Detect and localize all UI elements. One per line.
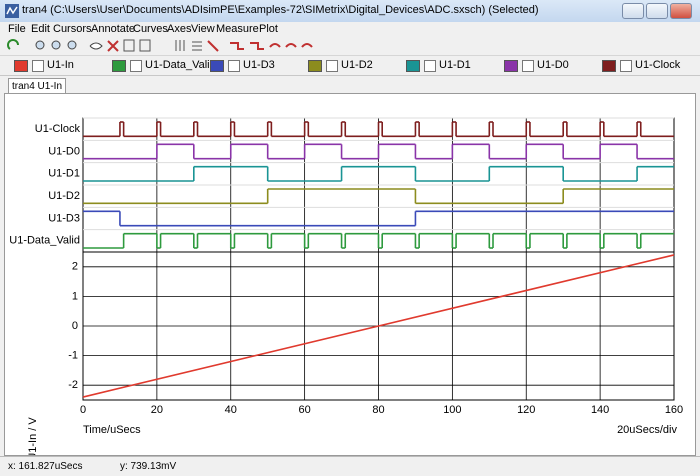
cursor-y: y: 739.13mV [120,461,177,472]
minimize-button[interactable] [622,3,644,19]
curve-legend: U1-In U1-Data_Valid U1-D3 U1-D2 U1-D1 U1-D0 U1… [0,55,700,76]
y-tick-label: 2 [72,261,78,273]
tool-icon[interactable] [89,42,103,50]
tool-icon[interactable] [175,40,185,51]
menu-item[interactable]: Cursors [53,23,92,35]
lane-label: U1-D1 [48,168,80,180]
menu-item[interactable]: Axes [167,23,192,35]
legend-swatch [308,60,322,72]
x-tick-label: 20 [151,404,163,416]
toolbar [0,39,700,56]
x-tick-label: 160 [665,404,683,416]
menu-item[interactable]: Measure [216,23,259,35]
legend-label: U1-Data_Valid [145,59,216,71]
legend-checkbox[interactable] [522,60,534,72]
legend-label: U1-D3 [243,59,275,71]
tool-icon[interactable] [250,42,264,50]
legend-checkbox[interactable] [620,60,632,72]
lane-label: U1-D0 [48,145,80,157]
tool-icon[interactable] [192,41,202,51]
plot-panel: U1-In / V Time/uSecs 20uSecs/div 0 20 40 60… [4,93,696,461]
tool-icon[interactable] [107,40,119,52]
x-tick-label: 120 [517,404,535,416]
tool-icon[interactable] [123,39,135,52]
y-tick-label: 0 [72,320,78,332]
tool-icon[interactable] [7,39,19,50]
graph-tab[interactable]: tran4 U1-In [8,78,66,94]
x-tick-label: 140 [591,404,609,416]
tool-icon[interactable] [207,40,219,52]
lane-label: U1-Data_Valid [9,235,80,247]
y-tick-label: 1 [72,290,78,302]
menu-bar: File Edit Cursors Annotate Curves Axes V… [0,22,700,37]
legend-label: U1-Clock [635,59,681,71]
x-tick-label: 100 [443,404,461,416]
menu-item[interactable]: File [8,23,26,35]
x-tick-label: 0 [80,404,86,416]
tool-icon[interactable] [285,43,297,48]
legend-swatch [602,60,616,72]
lane-label: U1-D2 [48,190,80,202]
y-tick-label: -1 [68,350,78,362]
legend-label: U1-In [47,59,74,71]
legend-swatch [112,60,126,72]
lane-label: U1-Clock [35,123,81,135]
legend-swatch [504,60,518,72]
tool-icon[interactable] [269,43,281,48]
legend-label: U1-D2 [341,59,373,71]
app-icon [5,4,19,18]
legend-checkbox[interactable] [32,60,44,72]
tool-icon[interactable] [301,43,313,48]
y-tick-label: -2 [68,379,78,391]
menu-item[interactable]: Edit [31,23,50,35]
legend-checkbox[interactable] [424,60,436,72]
tool-icon[interactable] [230,42,244,50]
menu-item[interactable]: Curves [133,23,168,35]
legend-checkbox[interactable] [228,60,240,72]
legend-label: U1-D1 [439,59,471,71]
legend-checkbox[interactable] [326,60,338,72]
cursor-x: x: 161.827uSecs [8,461,83,472]
tool-icon[interactable] [139,39,151,52]
menu-item[interactable]: Plot [259,23,278,35]
legend-swatch [210,60,224,72]
chart: U1-In / V Time/uSecs 20uSecs/div 0 20 40 60… [9,117,683,461]
status-bar: x: 161.827uSecs y: 739.13mV [0,456,700,476]
legend-checkbox[interactable] [130,60,142,72]
close-button[interactable] [670,3,692,19]
legend-label: U1-D0 [537,59,569,71]
title-bar: tran4 (C:\Users\User\Documents\ADIsimPE\… [0,0,700,22]
x-scale-label: 20uSecs/div [617,424,677,436]
curve [82,254,675,398]
tool-icon[interactable] [67,40,77,50]
x-tick-label: 60 [299,404,311,416]
legend-swatch [406,60,420,72]
x-axis-label: Time/uSecs [83,424,141,436]
lane-label: U1-D3 [48,212,80,224]
tool-icon[interactable] [51,40,61,50]
y-axis-label: U1-In / V [27,417,39,455]
maximize-button[interactable] [646,3,668,19]
x-tick-label: 40 [225,404,237,416]
legend-swatch [14,60,28,72]
tool-icon[interactable] [35,40,45,50]
menu-item[interactable]: View [191,23,215,35]
menu-item[interactable]: Annotate [91,23,136,35]
window-title: tran4 (C:\Users\User\Documents\ADIsimPE\… [22,4,539,16]
x-tick-label: 80 [372,404,384,416]
